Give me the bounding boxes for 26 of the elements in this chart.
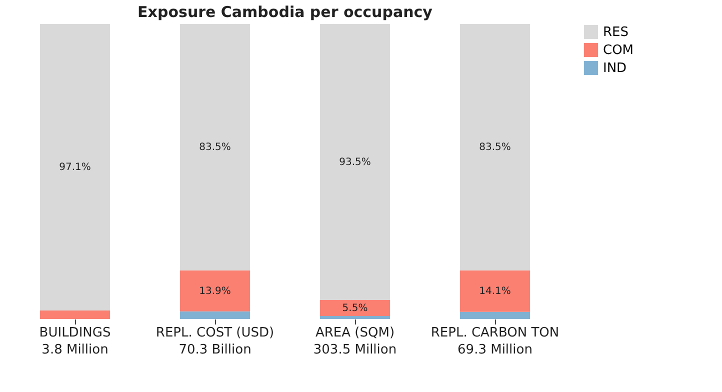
legend-label: IND (603, 61, 627, 76)
chart-title: Exposure Cambodia per occupancy (138, 3, 433, 21)
x-tick-label: REPL. COST (USD) 70.3 Billion (156, 326, 274, 358)
data-label: 83.5% (479, 142, 511, 154)
bar (180, 311, 250, 319)
data-label: 5.5% (342, 302, 368, 314)
bar (320, 316, 390, 319)
bar (40, 310, 110, 319)
bar (460, 24, 530, 270)
legend-label: COM (603, 43, 634, 58)
data-label: 83.5% (199, 142, 231, 154)
data-label: 93.5% (339, 156, 371, 168)
bar (460, 312, 530, 319)
bar (320, 24, 390, 300)
data-label: 14.1% (479, 286, 511, 298)
bar (180, 24, 250, 270)
bar (460, 270, 530, 312)
data-label: 97.1% (59, 162, 91, 174)
x-tick-label: REPL. CARBON TON 69.3 Million (430, 326, 560, 358)
data-label: 13.9% (199, 286, 231, 297)
bar (40, 24, 110, 310)
x-tick-label: AREA (SQM) 303.5 Million (313, 326, 397, 358)
x-tick-label: BUILDINGS 3.8 Million (39, 326, 111, 358)
legend-label: RES (603, 25, 628, 40)
bar (180, 270, 250, 312)
bar (320, 300, 390, 316)
